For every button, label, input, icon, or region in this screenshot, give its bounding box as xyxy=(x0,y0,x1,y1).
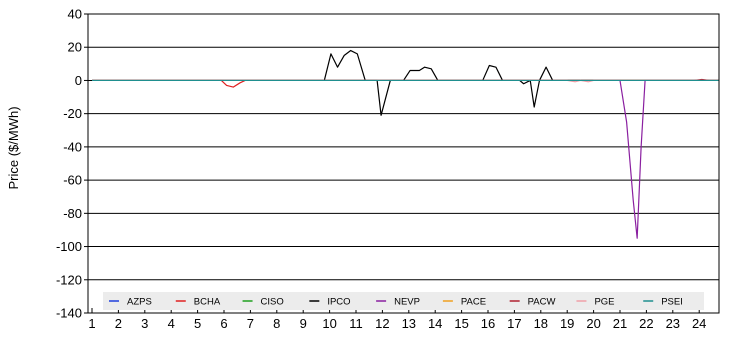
y-tick-label: -20 xyxy=(63,106,82,121)
legend-label-pacw: PACW xyxy=(528,297,556,308)
y-tick-label: -100 xyxy=(56,239,82,254)
y-tick-label: -80 xyxy=(63,206,82,221)
x-tick-label: 10 xyxy=(322,316,336,331)
x-tick-label: 19 xyxy=(560,316,574,331)
x-tick-label: 4 xyxy=(168,316,175,331)
x-tick-label: 8 xyxy=(273,316,280,331)
y-tick-label: -40 xyxy=(63,139,82,154)
x-tick-label: 12 xyxy=(375,316,389,331)
grid-layer xyxy=(88,46,719,281)
legend: AZPS BCHA CISO IPCO NEVP PACE PACW PGE PSEI xyxy=(103,292,704,310)
x-tick-label: 9 xyxy=(300,316,307,331)
legend-label-psei: PSEI xyxy=(661,297,683,308)
x-tick-label: 15 xyxy=(454,316,468,331)
x-tick-label: 11 xyxy=(349,316,363,331)
x-tick-label: 21 xyxy=(613,316,627,331)
series-line-nevp xyxy=(92,79,719,239)
plot-frame xyxy=(87,13,720,314)
x-tick-label: 14 xyxy=(428,316,442,331)
x-tick-label: 13 xyxy=(402,316,416,331)
x-tick-label: 7 xyxy=(247,316,254,331)
legend-label-ipco: IPCO xyxy=(327,297,350,308)
x-tick-label: 3 xyxy=(141,316,148,331)
y-tick-label: 40 xyxy=(68,7,82,22)
y-tick-label: -140 xyxy=(56,306,82,321)
x-tick-label: 5 xyxy=(194,316,201,331)
y-tick-label: -120 xyxy=(56,272,82,287)
legend-label-azps: AZPS xyxy=(127,297,152,308)
x-tick-label: 23 xyxy=(666,316,680,331)
series-layer xyxy=(92,49,719,239)
legend-label-pace: PACE xyxy=(461,297,486,308)
legend-label-nevp: NEVP xyxy=(394,297,420,308)
x-tick-label: 16 xyxy=(481,316,495,331)
y-tick-label: 0 xyxy=(75,73,82,88)
x-tick-label: 20 xyxy=(586,316,600,331)
legend-box xyxy=(103,292,704,310)
series-line-bcha xyxy=(92,79,719,88)
x-tick-label: 1 xyxy=(88,316,95,331)
x-tick-label: 2 xyxy=(115,316,122,331)
y-tick-label: -60 xyxy=(63,173,82,188)
x-tick-label: 22 xyxy=(639,316,653,331)
x-tick-label: 24 xyxy=(692,316,706,331)
x-tick-label: 18 xyxy=(534,316,548,331)
x-tick-label: 6 xyxy=(220,316,227,331)
legend-label-ciso: CISO xyxy=(261,297,284,308)
series-line-ipco xyxy=(92,49,719,116)
y-tick-label: 20 xyxy=(68,40,82,55)
x-tick-label: 17 xyxy=(507,316,521,331)
legend-label-bcha: BCHA xyxy=(194,297,221,308)
frame-layer xyxy=(87,13,720,314)
y-axis-label: Price ($/MWh) xyxy=(6,106,21,189)
legend-label-pge: PGE xyxy=(594,297,614,308)
